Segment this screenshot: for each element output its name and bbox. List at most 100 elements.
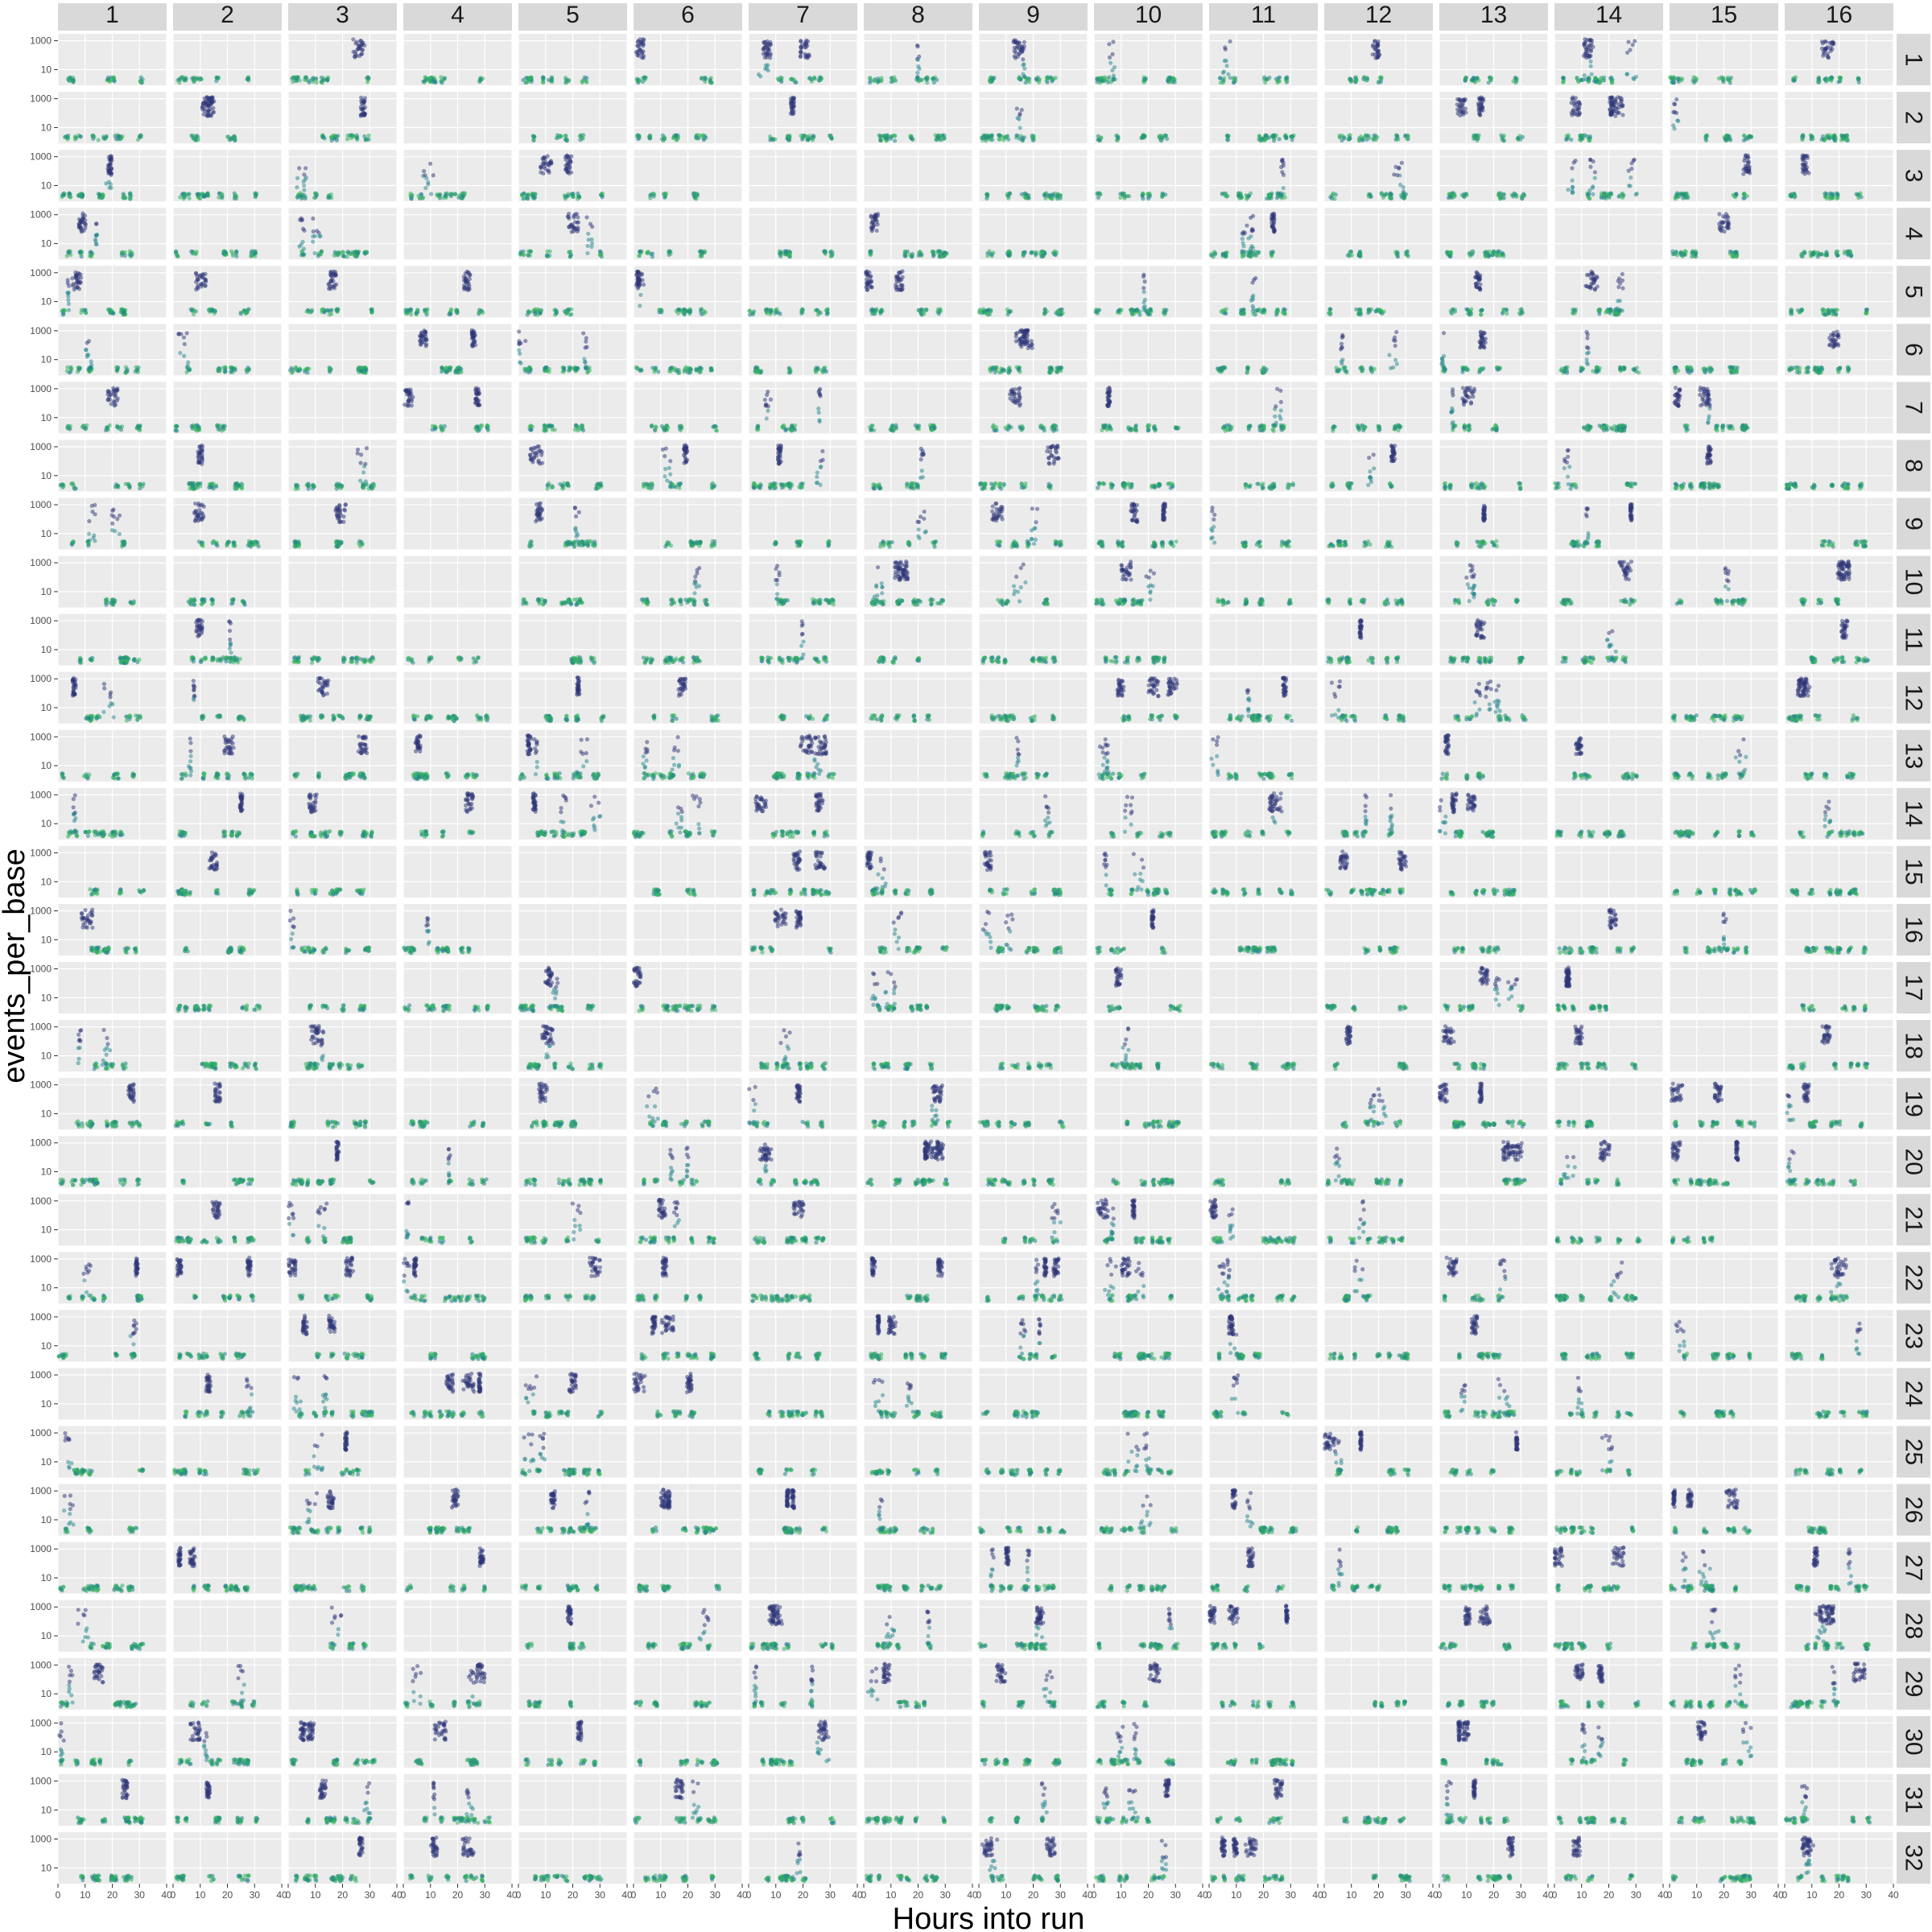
data-point [919,308,924,312]
panel-16-3 [1784,150,1894,202]
data-point [427,76,432,80]
data-point [597,249,602,254]
data-point [1591,184,1596,189]
data-point [351,37,356,42]
panel-6-5 [633,266,743,318]
data-point [61,308,66,312]
data-point [894,287,899,292]
data-point [1447,194,1452,199]
data-point [1836,80,1841,85]
data-point [922,312,927,316]
data-point [1616,194,1621,199]
data-point [1055,193,1060,198]
data-point [1629,175,1633,180]
panel-4-4 [402,208,513,260]
data-point [869,280,873,285]
data-point [877,133,881,138]
data-point [1042,307,1047,312]
data-point [1118,192,1123,196]
data-point [431,77,436,82]
data-point [1587,188,1592,192]
data-point [985,192,990,197]
data-point [1476,104,1481,109]
data-point [1015,43,1020,48]
data-point [1463,78,1468,83]
data-point [985,308,990,313]
data-point [423,308,427,312]
data-point [518,250,523,254]
data-point [119,253,125,258]
data-point [867,80,873,85]
data-point [1463,192,1468,196]
panel-5-4 [518,208,628,260]
data-point [1845,249,1850,254]
data-point [893,138,898,143]
data-point [89,250,94,255]
data-point [369,308,374,312]
panel-13-3 [1439,150,1549,202]
data-point [1823,77,1827,82]
data-point [1223,47,1228,52]
data-point [183,77,188,82]
data-point [1829,75,1834,80]
data-point [214,76,220,80]
data-point [586,231,591,236]
data-point [1107,42,1112,47]
data-point [329,138,334,143]
panel-1-1 [57,34,167,86]
data-point [210,95,215,100]
panel-2-3 [172,150,283,202]
data-point [314,80,319,85]
data-point [1375,56,1380,60]
data-point [641,282,646,287]
data-point [1249,244,1254,249]
data-point [568,249,573,254]
data-point [650,251,655,256]
points [987,38,1058,85]
data-point [68,195,73,200]
panel-9-1 [978,34,1088,86]
data-point [1513,192,1518,197]
data-point [1855,192,1860,197]
data-point [64,134,68,139]
points [521,75,589,85]
data-point [67,283,72,288]
data-point [1671,123,1676,128]
data-point [480,308,485,313]
data-point [205,96,210,101]
data-point [1842,133,1847,138]
data-point [791,97,796,101]
data-point [1253,253,1257,258]
data-point [1832,136,1837,141]
data-point [600,195,605,200]
data-point [800,137,805,142]
data-point [66,308,72,312]
data-point [1110,68,1115,72]
data-point [569,154,574,159]
data-point [1034,251,1038,257]
data-point [181,191,186,196]
data-point [1366,134,1371,138]
data-point [641,43,646,48]
data-point [1570,166,1575,171]
data-point [96,138,101,142]
data-point [66,294,71,299]
panel-15-2 [1669,92,1779,144]
data-point [1501,138,1506,143]
data-point [460,194,465,199]
data-point [528,249,533,254]
data-point [223,250,228,254]
data-point [1220,191,1225,196]
data-point [1348,76,1353,81]
data-point [437,192,443,197]
data-point [1520,196,1525,201]
data-point [1348,135,1352,141]
data-point [931,80,936,85]
data-point [1277,137,1282,142]
data-point [431,173,436,178]
panel-1-2 [57,92,167,144]
data-point [93,237,98,242]
data-point [1588,49,1593,54]
data-point [990,76,995,81]
data-point [1108,60,1113,65]
